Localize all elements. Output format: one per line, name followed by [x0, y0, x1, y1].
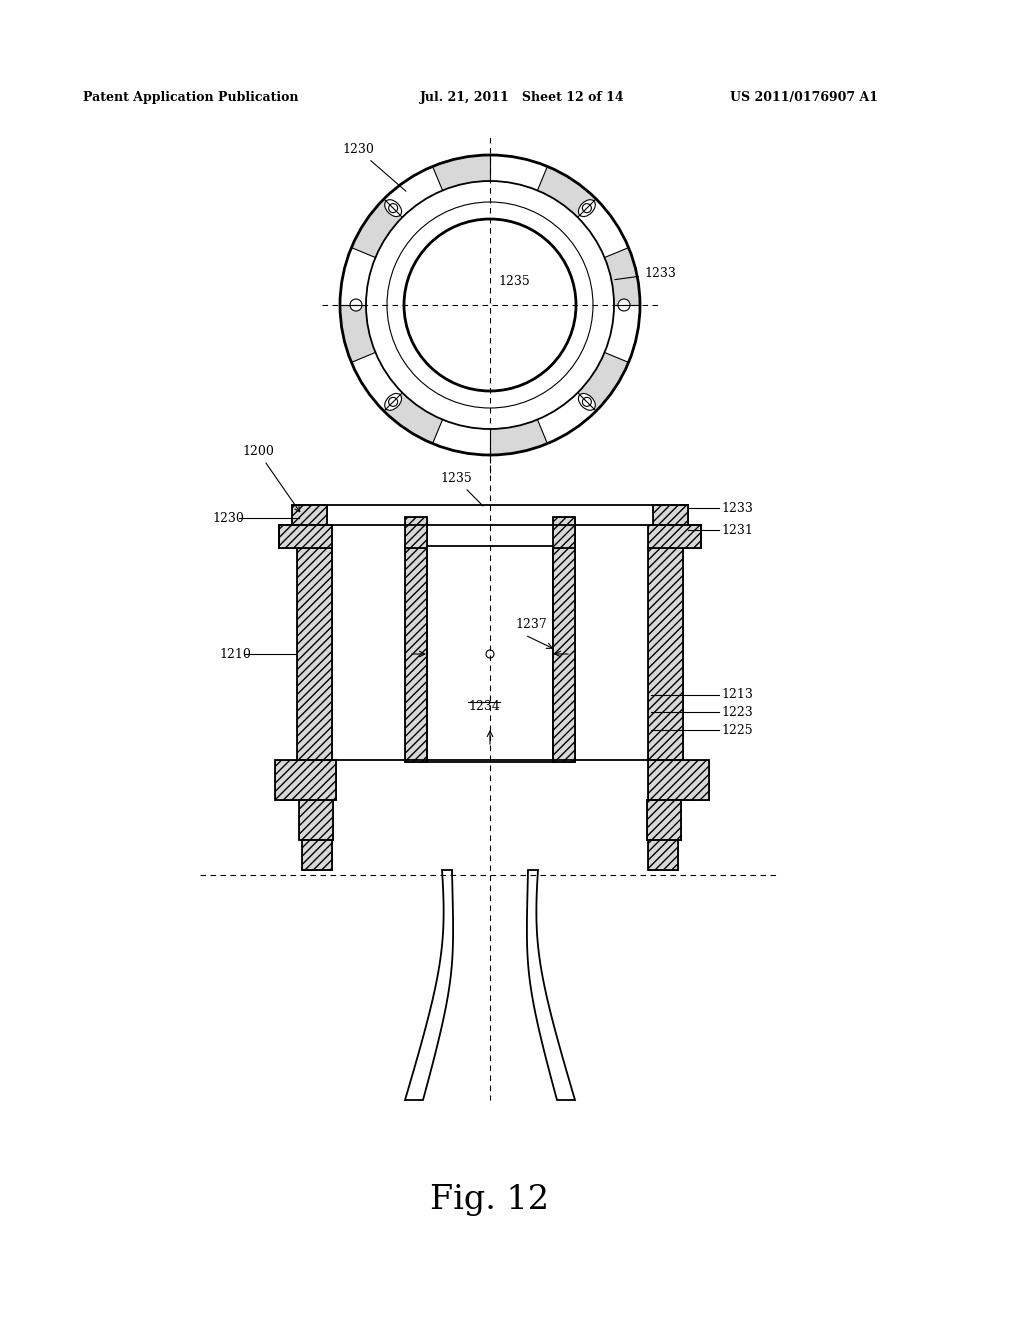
Bar [275, 760, 336, 800]
Text: 1234: 1234 [468, 700, 500, 713]
Bar [553, 546, 575, 762]
Bar [406, 546, 427, 762]
Circle shape [350, 300, 362, 312]
Bar [553, 546, 575, 762]
Bar [553, 517, 575, 548]
Circle shape [583, 203, 592, 213]
Bar [406, 517, 427, 548]
Text: 1213: 1213 [721, 689, 753, 701]
Circle shape [618, 300, 630, 312]
Bar [292, 506, 327, 525]
Bar [647, 800, 681, 840]
Bar [427, 546, 553, 762]
Wedge shape [351, 199, 402, 257]
Bar [648, 548, 683, 760]
Bar [297, 548, 332, 760]
Circle shape [389, 203, 397, 213]
Bar [653, 506, 688, 525]
Wedge shape [578, 352, 629, 411]
Text: 1237: 1237 [515, 619, 547, 631]
Text: 1235: 1235 [440, 473, 483, 506]
Text: 1200: 1200 [242, 445, 300, 512]
Circle shape [389, 397, 397, 407]
Bar [297, 548, 332, 760]
Ellipse shape [579, 199, 595, 216]
Circle shape [486, 649, 494, 657]
Wedge shape [604, 248, 640, 305]
Bar [553, 517, 575, 548]
Text: Jul. 21, 2011   Sheet 12 of 14: Jul. 21, 2011 Sheet 12 of 14 [420, 91, 625, 103]
Wedge shape [340, 305, 376, 363]
Circle shape [583, 397, 592, 407]
Text: Patent Application Publication: Patent Application Publication [83, 91, 299, 103]
Bar [279, 525, 332, 548]
Bar [292, 506, 327, 525]
Text: 1230: 1230 [212, 511, 244, 524]
Bar [648, 525, 701, 548]
Text: 1231: 1231 [721, 524, 753, 536]
Text: 1233: 1233 [614, 267, 676, 280]
Text: 1230: 1230 [342, 143, 406, 191]
Bar [406, 517, 427, 548]
Bar [299, 800, 333, 840]
Ellipse shape [385, 393, 401, 411]
Text: 1210: 1210 [219, 648, 251, 660]
Wedge shape [490, 420, 548, 455]
Text: 1233: 1233 [721, 502, 753, 515]
Bar [648, 548, 683, 760]
Wedge shape [432, 154, 490, 190]
Bar [302, 840, 332, 870]
Ellipse shape [579, 393, 595, 411]
Bar [648, 840, 678, 870]
Polygon shape [527, 870, 575, 1100]
Bar [299, 800, 333, 840]
Bar [406, 546, 427, 762]
Bar [648, 760, 709, 800]
Bar [653, 506, 688, 525]
Polygon shape [406, 870, 453, 1100]
Bar [275, 760, 336, 800]
Wedge shape [384, 392, 442, 444]
Bar [648, 525, 701, 548]
Bar [648, 840, 678, 870]
Ellipse shape [385, 199, 401, 216]
Wedge shape [538, 166, 596, 218]
Bar [279, 525, 332, 548]
Text: 1223: 1223 [721, 705, 753, 718]
Text: Fig. 12: Fig. 12 [430, 1184, 550, 1216]
Text: 1225: 1225 [721, 723, 753, 737]
Bar [648, 760, 709, 800]
Bar [647, 800, 681, 840]
Text: US 2011/0176907 A1: US 2011/0176907 A1 [730, 91, 878, 103]
Text: 1235: 1235 [498, 275, 529, 288]
Bar [302, 840, 332, 870]
